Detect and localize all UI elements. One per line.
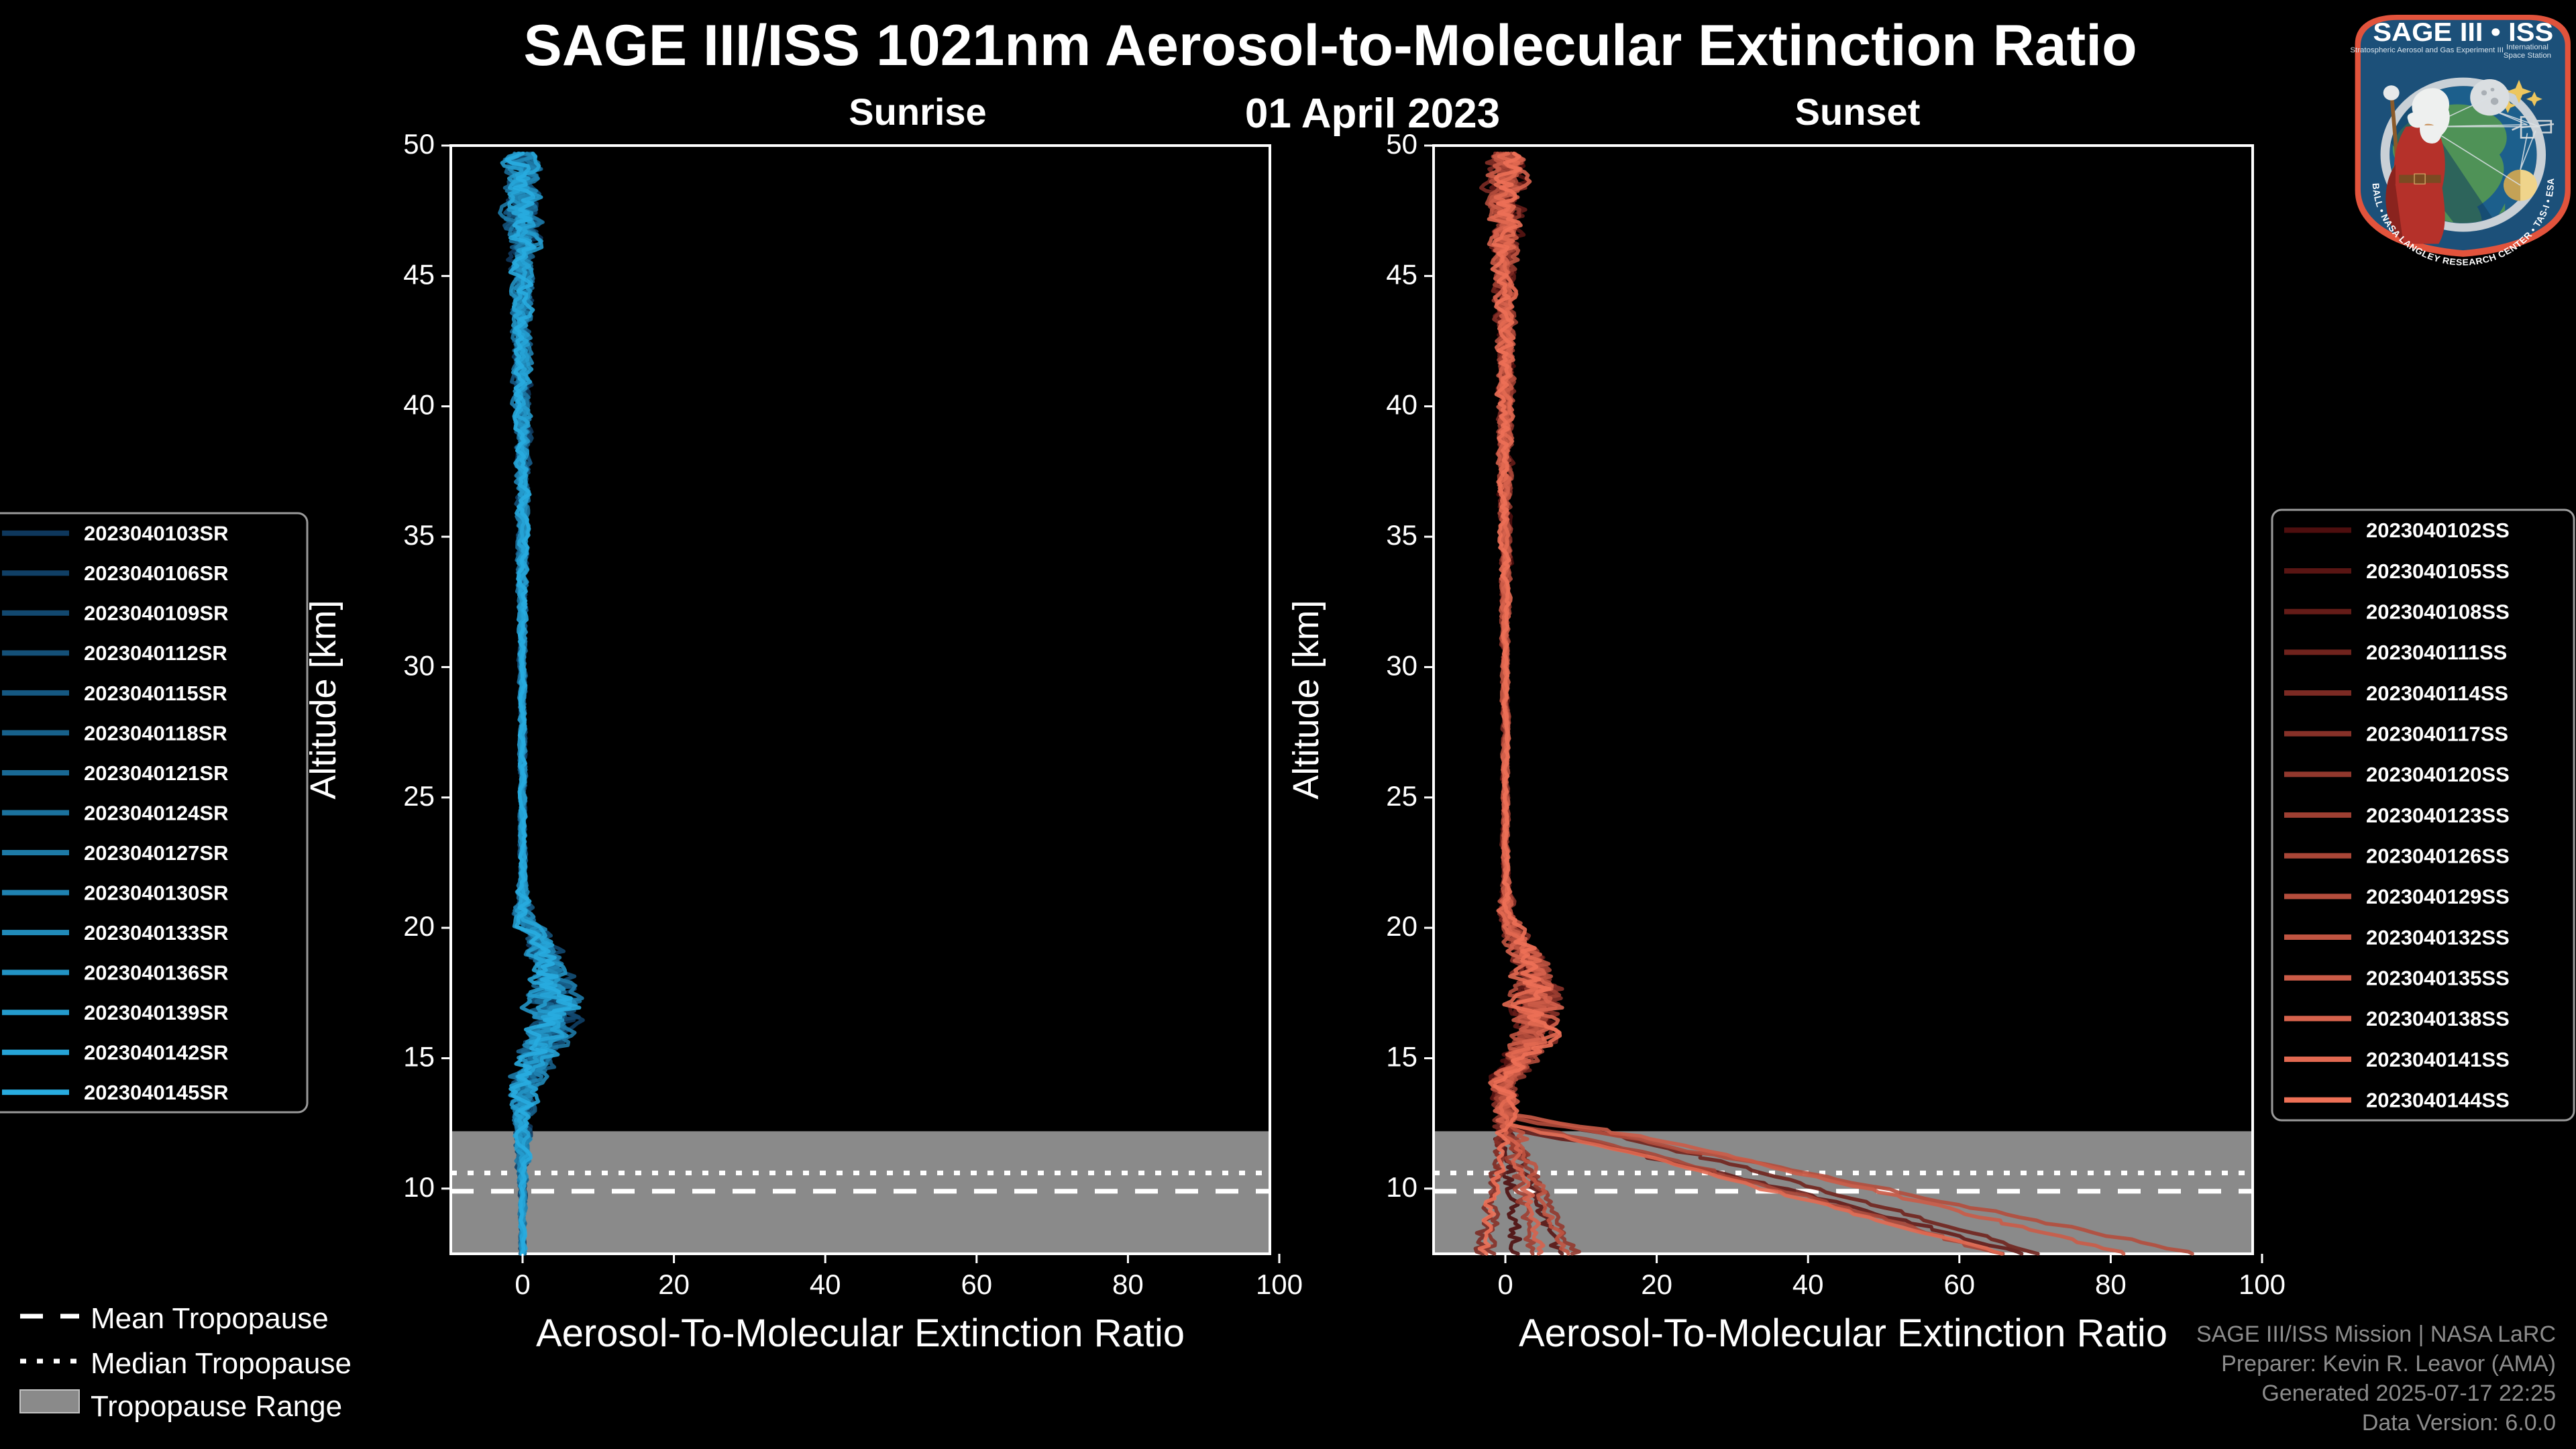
svg-text:20: 20	[1641, 1269, 1672, 1300]
svg-text:Generated 2025-07-17 22:25: Generated 2025-07-17 22:25	[2261, 1381, 2556, 1406]
svg-text:2023040117SS: 2023040117SS	[2366, 722, 2508, 746]
svg-text:2023040130SR: 2023040130SR	[84, 881, 228, 904]
svg-text:SAGE III/ISS Mission | NASA La: SAGE III/ISS Mission | NASA LaRC	[2196, 1322, 2556, 1347]
svg-text:40: 40	[403, 389, 435, 421]
svg-text:25: 25	[403, 780, 435, 812]
svg-text:Stratospheric Aerosol and Gas: Stratospheric Aerosol and Gas Experiment…	[2350, 47, 2504, 55]
svg-text:2023040115SR: 2023040115SR	[84, 682, 227, 705]
svg-text:40: 40	[1386, 389, 1417, 421]
svg-text:2023040109SR: 2023040109SR	[84, 602, 228, 625]
svg-text:2023040138SS: 2023040138SS	[2366, 1007, 2510, 1030]
svg-text:25: 25	[1386, 780, 1417, 812]
svg-text:2023040133SR: 2023040133SR	[84, 921, 228, 945]
svg-text:60: 60	[961, 1269, 992, 1300]
svg-text:2023040132SS: 2023040132SS	[2366, 926, 2510, 949]
svg-text:2023040126SS: 2023040126SS	[2366, 845, 2510, 868]
svg-text:Median Tropopause: Median Tropopause	[91, 1347, 352, 1380]
svg-text:Space Station: Space Station	[2504, 52, 2551, 60]
svg-text:SAGE III/ISS 1021nm Aerosol-to: SAGE III/ISS 1021nm Aerosol-to-Molecular…	[523, 13, 2137, 78]
svg-text:Preparer: Kevin R. Leavor (AMA: Preparer: Kevin R. Leavor (AMA)	[2221, 1351, 2556, 1377]
svg-text:2023040106SR: 2023040106SR	[84, 561, 228, 585]
svg-text:2023040124SR: 2023040124SR	[84, 801, 228, 824]
svg-text:2023040135SS: 2023040135SS	[2366, 967, 2510, 990]
svg-text:50: 50	[403, 128, 435, 160]
svg-text:2023040136SR: 2023040136SR	[84, 961, 228, 985]
svg-text:01 April 2023: 01 April 2023	[1245, 91, 1500, 137]
svg-text:50: 50	[1386, 128, 1417, 160]
svg-text:20: 20	[1386, 910, 1417, 942]
svg-text:30: 30	[403, 649, 435, 681]
svg-text:Mean Tropopause: Mean Tropopause	[91, 1302, 329, 1335]
svg-text:Tropopause Range: Tropopause Range	[91, 1390, 342, 1423]
svg-text:2023040103SR: 2023040103SR	[84, 522, 228, 545]
svg-text:SAGE III • ISS: SAGE III • ISS	[2373, 17, 2553, 46]
svg-text:2023040121SR: 2023040121SR	[84, 761, 228, 785]
svg-text:Aerosol-To-Molecular Extinctio: Aerosol-To-Molecular Extinction Ratio	[1519, 1311, 2167, 1355]
svg-text:Sunset: Sunset	[1795, 91, 1921, 133]
svg-text:2023040112SR: 2023040112SR	[84, 641, 227, 665]
svg-text:2023040145SR: 2023040145SR	[84, 1081, 228, 1104]
svg-text:2023040111SS: 2023040111SS	[2366, 641, 2507, 664]
svg-text:100: 100	[1256, 1269, 1303, 1300]
svg-text:35: 35	[403, 519, 435, 551]
svg-text:0: 0	[1497, 1269, 1513, 1300]
svg-text:10: 10	[1386, 1171, 1417, 1203]
svg-text:2023040127SR: 2023040127SR	[84, 841, 228, 865]
svg-text:2023040123SS: 2023040123SS	[2366, 804, 2510, 827]
svg-text:2023040129SS: 2023040129SS	[2366, 885, 2510, 908]
svg-text:30: 30	[1386, 649, 1417, 681]
svg-text:International: International	[2506, 44, 2548, 52]
svg-text:45: 45	[1386, 258, 1417, 290]
svg-text:0: 0	[515, 1269, 530, 1300]
svg-text:45: 45	[403, 258, 435, 290]
svg-text:2023040114SS: 2023040114SS	[2366, 682, 2508, 705]
svg-text:Data Version: 6.0.0: Data Version: 6.0.0	[2362, 1410, 2556, 1436]
svg-text:40: 40	[810, 1269, 841, 1300]
svg-text:Altitude [km]: Altitude [km]	[303, 600, 343, 799]
svg-text:40: 40	[1792, 1269, 1824, 1300]
svg-text:Altitude [km]: Altitude [km]	[1286, 600, 1326, 799]
svg-text:100: 100	[2239, 1269, 2286, 1300]
svg-text:20: 20	[403, 910, 435, 942]
svg-text:2023040108SS: 2023040108SS	[2366, 600, 2510, 624]
svg-text:2023040102SS: 2023040102SS	[2366, 519, 2510, 542]
svg-text:80: 80	[1112, 1269, 1144, 1300]
svg-text:2023040118SR: 2023040118SR	[84, 721, 227, 745]
svg-text:20: 20	[658, 1269, 690, 1300]
svg-text:35: 35	[1386, 519, 1417, 551]
svg-text:10: 10	[403, 1171, 435, 1203]
svg-text:2023040142SR: 2023040142SR	[84, 1041, 228, 1065]
svg-text:60: 60	[1943, 1269, 1975, 1300]
svg-text:2023040141SS: 2023040141SS	[2366, 1048, 2510, 1071]
svg-text:2023040120SS: 2023040120SS	[2366, 763, 2510, 786]
svg-text:2023040105SS: 2023040105SS	[2366, 559, 2510, 583]
svg-text:2023040139SR: 2023040139SR	[84, 1001, 228, 1024]
svg-text:2023040144SS: 2023040144SS	[2366, 1089, 2510, 1112]
svg-text:15: 15	[403, 1041, 435, 1073]
svg-text:15: 15	[1386, 1041, 1417, 1073]
svg-text:Sunrise: Sunrise	[849, 91, 986, 133]
svg-text:80: 80	[2095, 1269, 2127, 1300]
svg-text:Aerosol-To-Molecular Extinctio: Aerosol-To-Molecular Extinction Ratio	[536, 1311, 1185, 1355]
